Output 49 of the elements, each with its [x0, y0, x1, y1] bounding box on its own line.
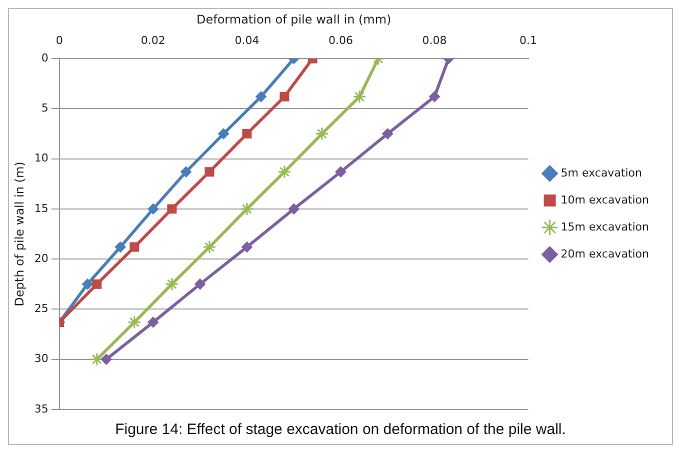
point	[202, 240, 216, 254]
y-tick-label: 0	[41, 51, 48, 64]
point	[194, 278, 206, 290]
y-tick-label: 15	[34, 202, 48, 215]
point	[130, 242, 140, 252]
point	[148, 203, 159, 214]
point	[352, 90, 366, 104]
point	[180, 166, 192, 178]
point	[256, 91, 267, 102]
x-tick-label: 0.08	[422, 34, 447, 47]
point	[278, 165, 292, 179]
point	[335, 166, 346, 178]
point	[280, 92, 290, 102]
point	[100, 354, 112, 365]
x-tick-label: 0.06	[328, 34, 353, 47]
x-tick-label: 0	[56, 34, 63, 47]
point	[315, 127, 329, 141]
point	[429, 91, 440, 102]
y-tick-label: 30	[34, 352, 48, 366]
point	[218, 128, 230, 140]
point	[82, 278, 94, 290]
point	[204, 167, 214, 177]
legend-label: 10m excavation	[560, 193, 650, 206]
x-axis-title: Deformation of pile wall in (mm)	[196, 12, 392, 26]
point	[114, 242, 126, 253]
y-tick-label: 10	[34, 152, 48, 165]
point	[167, 204, 177, 214]
point	[288, 203, 300, 214]
point	[92, 279, 102, 289]
y-tick-label: 5	[41, 102, 48, 115]
point	[148, 316, 159, 328]
y-tick-label: 25	[34, 302, 48, 316]
x-tick-label: 0.04	[234, 34, 260, 47]
point	[382, 128, 394, 140]
x-tick-label: 0.1	[520, 34, 538, 47]
point	[242, 129, 252, 139]
point	[165, 277, 179, 291]
legend-label: 15m excavation	[560, 220, 650, 234]
legend-label: 5m excavation	[560, 166, 642, 180]
y-tick-label: 35	[34, 402, 48, 416]
point	[240, 202, 254, 216]
legend-label: 20m excavation	[560, 247, 650, 260]
point	[241, 242, 252, 253]
y-axis-title: Depth of pile wall in (m)	[12, 162, 26, 306]
y-tick-label: 20	[34, 252, 48, 265]
x-tick-label: 0.02	[140, 34, 166, 47]
point	[90, 352, 104, 366]
point	[128, 315, 142, 329]
caption: Figure 14: Effect of stage excavation on deformation of the pile wall.	[114, 420, 567, 440]
